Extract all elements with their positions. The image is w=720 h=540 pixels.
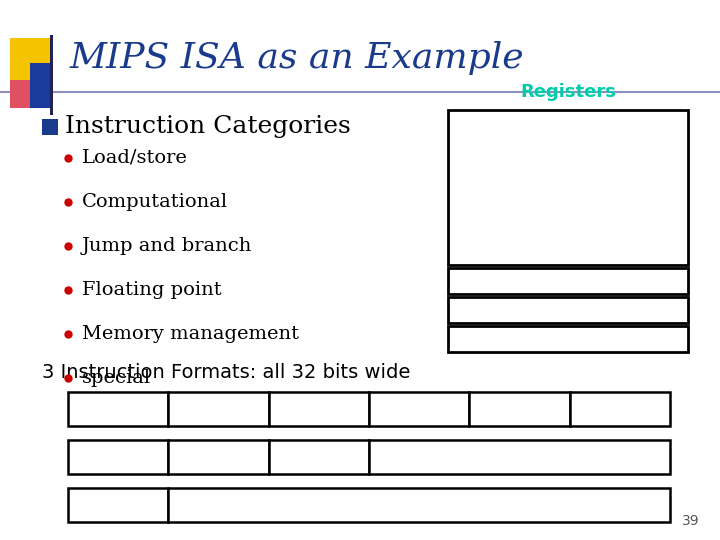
Text: sa: sa: [510, 402, 529, 416]
Text: OP: OP: [106, 497, 130, 512]
Bar: [30, 63, 52, 108]
Bar: [448, 326, 688, 352]
Text: $rt: $rt: [306, 402, 332, 416]
Text: jump target: jump target: [368, 497, 470, 512]
Text: 39: 39: [683, 514, 700, 528]
Bar: [369, 392, 469, 426]
Text: $r0 - $r31: $r0 - $r31: [530, 139, 606, 157]
Bar: [50, 35, 53, 115]
Bar: [469, 392, 570, 426]
Text: OP: OP: [106, 402, 130, 416]
Text: 3 Instruction Formats: all 32 bits wide: 3 Instruction Formats: all 32 bits wide: [42, 362, 410, 381]
Text: LO: LO: [556, 330, 580, 348]
Text: $rd: $rd: [405, 402, 433, 416]
Text: HI: HI: [558, 301, 578, 319]
Text: OP: OP: [106, 449, 130, 464]
Text: funct: funct: [598, 402, 642, 416]
Text: Floating point: Floating point: [82, 281, 222, 299]
Bar: [68, 392, 168, 426]
Text: $rt: $rt: [306, 449, 332, 464]
Bar: [269, 440, 369, 474]
Bar: [42, 119, 58, 135]
Text: Jump and branch: Jump and branch: [82, 237, 253, 255]
Bar: [10, 78, 42, 108]
Text: immediate: immediate: [474, 449, 565, 464]
Text: Instruction Categories: Instruction Categories: [65, 116, 351, 138]
Bar: [68, 488, 168, 522]
Text: PC: PC: [556, 272, 580, 290]
Text: Registers: Registers: [520, 83, 616, 101]
Bar: [10, 38, 52, 80]
Bar: [168, 392, 269, 426]
Text: $rs: $rs: [205, 402, 232, 416]
Text: Load/store: Load/store: [82, 149, 188, 167]
Bar: [448, 268, 688, 294]
Bar: [570, 392, 670, 426]
Bar: [448, 297, 688, 323]
Text: $rs: $rs: [205, 449, 232, 464]
Bar: [448, 110, 688, 265]
Bar: [369, 440, 670, 474]
Bar: [168, 488, 670, 522]
Text: Memory management: Memory management: [82, 325, 299, 343]
Text: special: special: [82, 369, 151, 387]
Bar: [168, 440, 269, 474]
Bar: [269, 392, 369, 426]
Bar: [68, 440, 168, 474]
Text: Computational: Computational: [82, 193, 228, 211]
Text: MIPS ISA as an Example: MIPS ISA as an Example: [70, 41, 525, 75]
